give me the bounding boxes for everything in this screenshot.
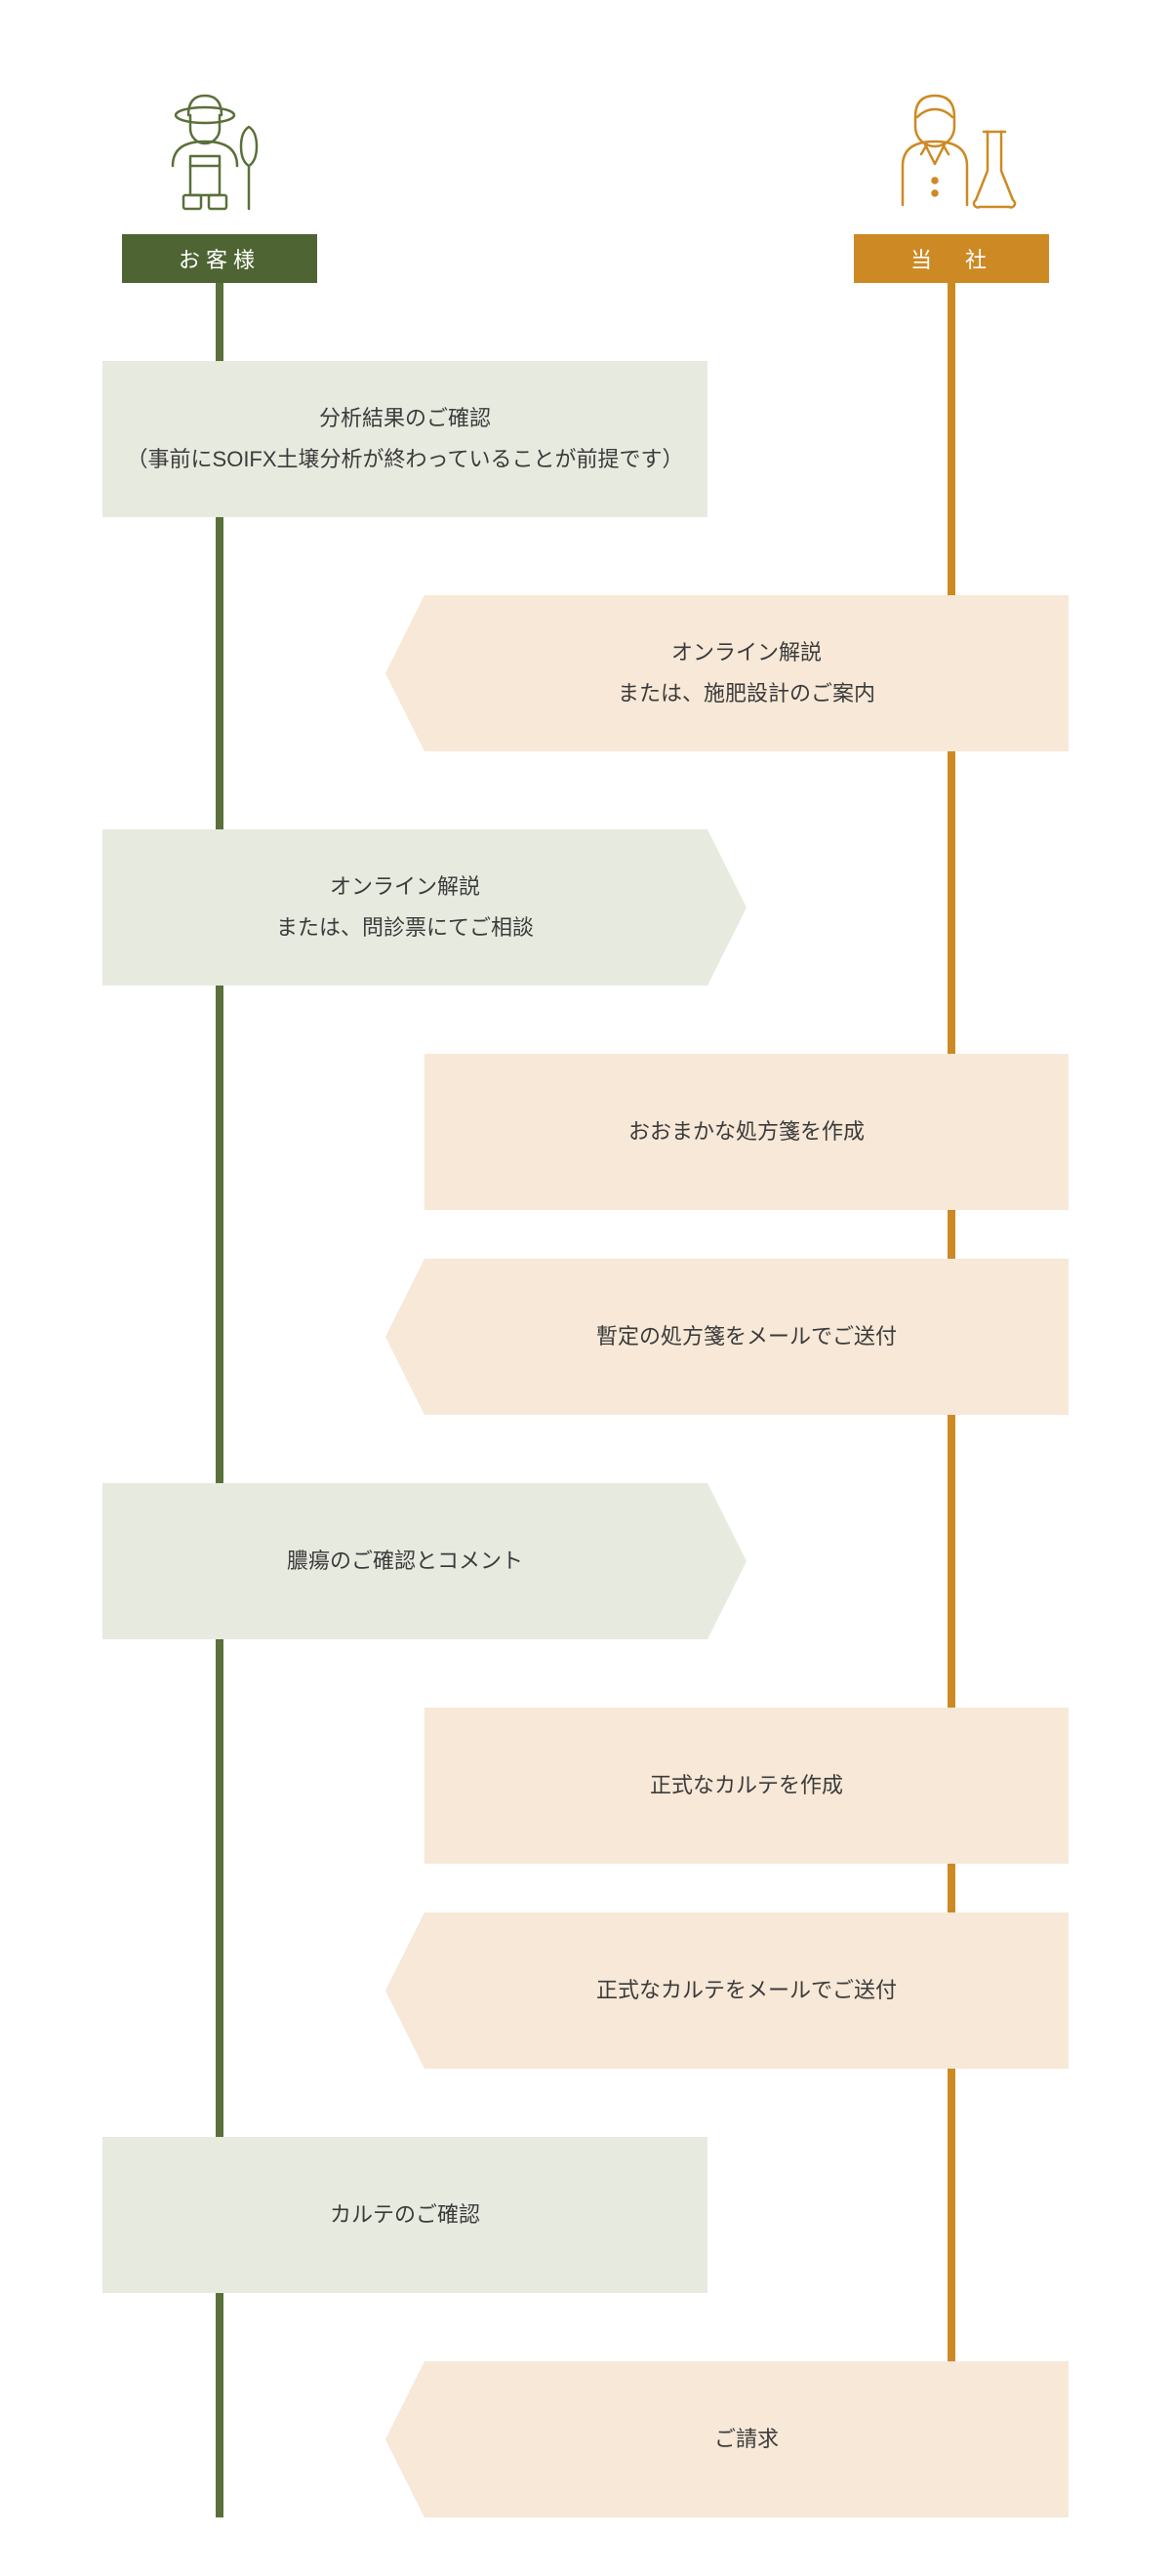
flow-step-body: オンライン解説または、施肥設計のご案内 <box>424 595 1069 751</box>
flow-step-body: オンライン解説または、問診票にてご相談 <box>102 829 707 986</box>
flow-step-text: 暫定の処方箋をメールでご送付 <box>596 1316 897 1357</box>
flow-step-text: カルテのご確認 <box>330 2194 480 2235</box>
flow-step-text: おおまかな処方箋を作成 <box>628 1111 865 1152</box>
flow-step-text: （事前にSOIFX土壌分析が終わっていることが前提です） <box>127 439 684 480</box>
flow-step-body: おおまかな処方箋を作成 <box>424 1054 1069 1210</box>
arrow-left-icon <box>385 595 424 751</box>
flow-step-10: ご請求 <box>385 2361 1069 2517</box>
flow-step-9: カルテのご確認 <box>102 2137 707 2293</box>
flow-step-text: オンライン解説 <box>671 632 822 673</box>
arrow-right-icon <box>707 829 747 986</box>
flow-step-5: 暫定の処方箋をメールでご送付 <box>385 1259 1069 1415</box>
flow-step-text: 分析結果のご確認 <box>319 398 491 439</box>
flow-step-8: 正式なカルテをメールでご送付 <box>385 1912 1069 2069</box>
flow-step-text: 正式なカルテをメールでご送付 <box>596 1970 897 2011</box>
arrow-left-icon <box>385 2361 424 2517</box>
flow-step-4: おおまかな処方箋を作成 <box>424 1054 1069 1210</box>
flow-step-3: オンライン解説または、問診票にてご相談 <box>102 829 747 986</box>
flow-step-body: 分析結果のご確認（事前にSOIFX土壌分析が終わっていることが前提です） <box>102 361 707 517</box>
flow-step-body: 膿瘍のご確認とコメント <box>102 1483 707 1639</box>
flow-step-body: カルテのご確認 <box>102 2137 707 2293</box>
arrow-right-icon <box>707 1483 747 1639</box>
flow-step-1: 分析結果のご確認（事前にSOIFX土壌分析が終わっていることが前提です） <box>102 361 707 517</box>
flow-step-text: または、問診票にてご相談 <box>276 907 534 948</box>
customer-icon <box>132 78 307 215</box>
flow-step-text: 膿瘍のご確認とコメント <box>287 1541 523 1582</box>
flow-step-2: オンライン解説または、施肥設計のご案内 <box>385 595 1069 751</box>
arrow-left-icon <box>385 1259 424 1415</box>
flow-step-text: ご請求 <box>714 2419 779 2460</box>
flow-step-6: 膿瘍のご確認とコメント <box>102 1483 747 1639</box>
flow-step-body: ご請求 <box>424 2361 1069 2517</box>
customer-header: お客様 <box>122 234 317 283</box>
flow-step-text: 正式なカルテを作成 <box>650 1765 843 1806</box>
arrow-left-icon <box>385 1912 424 2069</box>
company-header: 当 社 <box>854 234 1049 283</box>
company-icon <box>864 78 1039 215</box>
flow-step-7: 正式なカルテを作成 <box>424 1708 1069 1864</box>
flow-step-text: または、施肥設計のご案内 <box>618 673 875 714</box>
flow-step-text: オンライン解説 <box>330 866 480 907</box>
flow-step-body: 正式なカルテを作成 <box>424 1708 1069 1864</box>
flow-step-body: 正式なカルテをメールでご送付 <box>424 1912 1069 2069</box>
flow-step-body: 暫定の処方箋をメールでご送付 <box>424 1259 1069 1415</box>
process-flow-diagram: お客様 当 社分析結果のご確認（事前にSOIFX土壌分析が終わっていることが前提で… <box>0 0 1171 2576</box>
